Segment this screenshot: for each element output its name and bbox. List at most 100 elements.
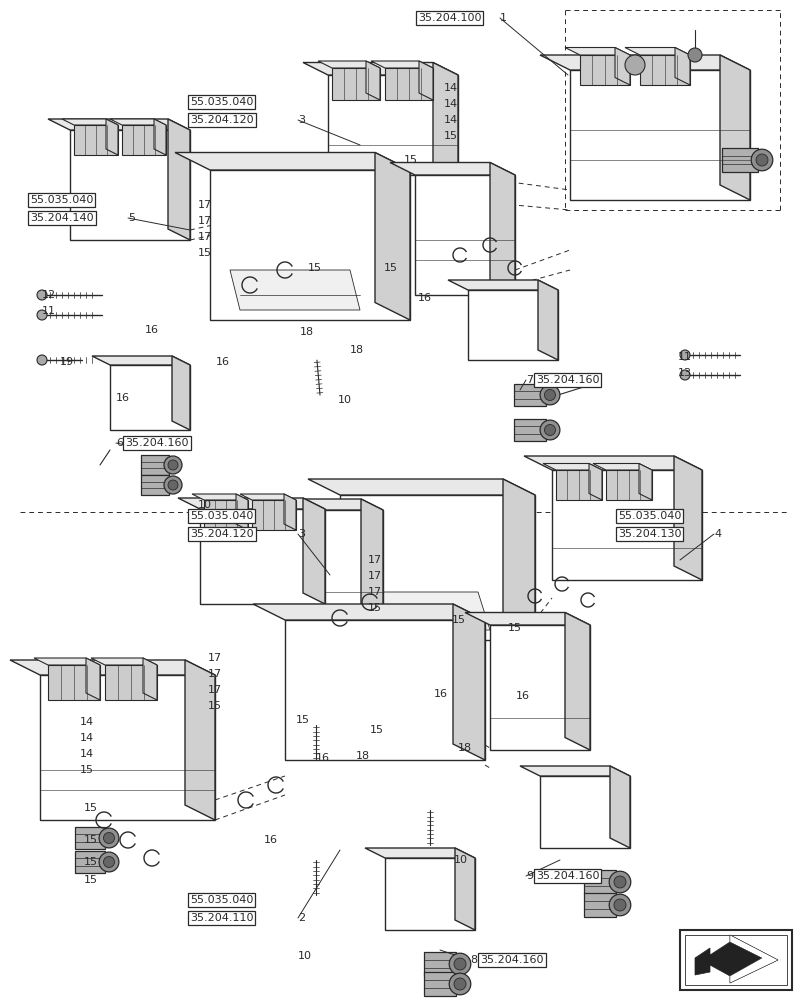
Text: 55.035.040: 55.035.040 <box>190 895 253 905</box>
Circle shape <box>613 876 625 888</box>
Polygon shape <box>236 494 247 530</box>
Polygon shape <box>70 130 190 240</box>
Polygon shape <box>673 456 702 580</box>
Circle shape <box>539 385 560 405</box>
Polygon shape <box>92 356 190 365</box>
Circle shape <box>448 953 470 975</box>
Text: 16: 16 <box>315 753 329 763</box>
Polygon shape <box>371 61 432 68</box>
Text: 3: 3 <box>298 529 305 539</box>
Circle shape <box>103 832 114 843</box>
Text: 9: 9 <box>526 871 533 881</box>
Polygon shape <box>694 935 777 983</box>
Polygon shape <box>564 48 629 55</box>
Polygon shape <box>454 848 474 930</box>
Text: 19: 19 <box>60 357 74 367</box>
Text: 10: 10 <box>337 395 351 405</box>
Text: 35.204.110: 35.204.110 <box>190 913 253 923</box>
Polygon shape <box>579 55 629 85</box>
Polygon shape <box>361 499 383 625</box>
Polygon shape <box>91 658 157 665</box>
Circle shape <box>679 370 689 380</box>
Polygon shape <box>175 153 410 170</box>
Polygon shape <box>539 55 749 70</box>
Text: 16: 16 <box>116 393 130 403</box>
Text: 15: 15 <box>367 603 381 613</box>
Polygon shape <box>418 61 432 100</box>
Text: 55.035.040: 55.035.040 <box>190 511 253 521</box>
Polygon shape <box>729 935 777 983</box>
Polygon shape <box>109 365 190 430</box>
Polygon shape <box>609 766 629 848</box>
Text: 15: 15 <box>370 725 384 735</box>
Polygon shape <box>204 500 247 530</box>
Polygon shape <box>288 510 383 625</box>
Text: 35.204.120: 35.204.120 <box>190 115 253 125</box>
Text: 15: 15 <box>307 263 322 273</box>
Bar <box>75 851 105 873</box>
Text: 16: 16 <box>418 293 431 303</box>
Text: 17: 17 <box>198 232 212 242</box>
Text: 14: 14 <box>444 99 457 109</box>
Polygon shape <box>307 479 534 495</box>
Polygon shape <box>384 68 432 100</box>
Bar <box>583 870 616 894</box>
Polygon shape <box>303 63 457 75</box>
Text: 55.035.040: 55.035.040 <box>190 97 253 107</box>
Text: 35.204.140: 35.204.140 <box>30 213 93 223</box>
Text: 35.204.100: 35.204.100 <box>418 13 481 23</box>
Polygon shape <box>285 620 484 760</box>
Text: 14: 14 <box>80 749 94 759</box>
Text: 10: 10 <box>198 500 212 510</box>
Text: 4: 4 <box>713 529 720 539</box>
Polygon shape <box>172 356 190 430</box>
Text: 18: 18 <box>457 743 471 753</box>
Circle shape <box>539 420 560 440</box>
Circle shape <box>99 852 118 872</box>
Text: 1: 1 <box>500 13 506 23</box>
Polygon shape <box>502 479 534 640</box>
Polygon shape <box>674 48 689 85</box>
Text: 16: 16 <box>216 357 230 367</box>
Polygon shape <box>519 766 629 776</box>
Text: 17: 17 <box>367 555 382 565</box>
Text: 14: 14 <box>444 115 457 125</box>
Circle shape <box>750 149 772 171</box>
Polygon shape <box>143 658 157 700</box>
Polygon shape <box>639 55 689 85</box>
Polygon shape <box>564 612 590 750</box>
Circle shape <box>103 856 114 867</box>
Text: 17: 17 <box>208 669 222 679</box>
Text: 12: 12 <box>42 290 56 300</box>
Polygon shape <box>106 119 118 155</box>
Text: 35.204.160: 35.204.160 <box>535 375 599 385</box>
Polygon shape <box>551 470 702 580</box>
Text: 11: 11 <box>677 352 691 362</box>
Text: 15: 15 <box>80 765 94 775</box>
Polygon shape <box>523 456 702 470</box>
Circle shape <box>453 958 466 970</box>
Circle shape <box>37 290 47 300</box>
Bar <box>141 475 169 495</box>
Polygon shape <box>638 464 651 500</box>
Text: 2: 2 <box>298 913 305 923</box>
Text: 35.204.130: 35.204.130 <box>617 529 680 539</box>
Polygon shape <box>375 153 410 320</box>
Text: 7: 7 <box>526 375 533 385</box>
Text: 10: 10 <box>298 951 311 961</box>
Text: 5: 5 <box>128 213 135 223</box>
Text: 17: 17 <box>208 685 222 695</box>
Circle shape <box>164 476 182 494</box>
Text: 15: 15 <box>84 803 98 813</box>
Polygon shape <box>109 119 165 125</box>
Text: 14: 14 <box>80 733 94 743</box>
Text: 17: 17 <box>208 653 222 663</box>
Polygon shape <box>200 509 324 604</box>
Circle shape <box>608 871 630 893</box>
Polygon shape <box>467 290 557 360</box>
Text: 17: 17 <box>367 587 382 597</box>
Text: 17: 17 <box>198 216 212 226</box>
Polygon shape <box>154 119 165 155</box>
Polygon shape <box>62 119 118 125</box>
Polygon shape <box>303 498 324 604</box>
